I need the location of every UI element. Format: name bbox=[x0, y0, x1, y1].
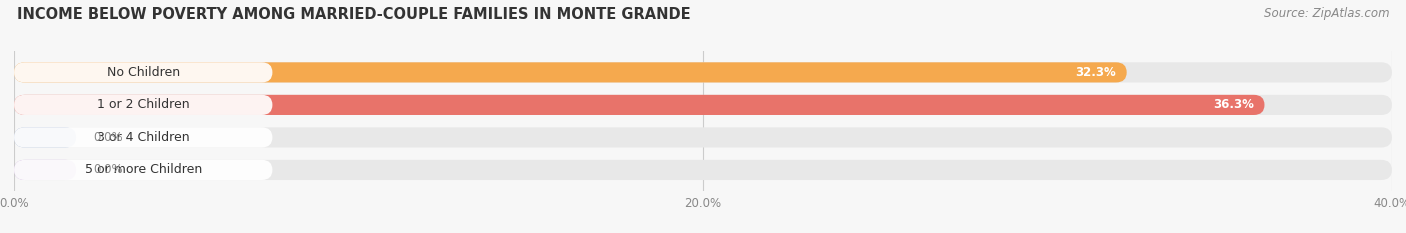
FancyBboxPatch shape bbox=[14, 95, 273, 115]
FancyBboxPatch shape bbox=[14, 95, 1392, 115]
FancyBboxPatch shape bbox=[14, 127, 1392, 147]
FancyBboxPatch shape bbox=[14, 160, 1392, 180]
Text: Source: ZipAtlas.com: Source: ZipAtlas.com bbox=[1264, 7, 1389, 20]
Text: 32.3%: 32.3% bbox=[1076, 66, 1116, 79]
FancyBboxPatch shape bbox=[14, 62, 1126, 82]
FancyBboxPatch shape bbox=[14, 127, 76, 147]
FancyBboxPatch shape bbox=[14, 95, 1264, 115]
FancyBboxPatch shape bbox=[14, 62, 1392, 82]
Text: 3 or 4 Children: 3 or 4 Children bbox=[97, 131, 190, 144]
Text: 0.0%: 0.0% bbox=[93, 131, 122, 144]
FancyBboxPatch shape bbox=[14, 62, 273, 82]
Text: 5 or more Children: 5 or more Children bbox=[84, 163, 202, 176]
Text: INCOME BELOW POVERTY AMONG MARRIED-COUPLE FAMILIES IN MONTE GRANDE: INCOME BELOW POVERTY AMONG MARRIED-COUPL… bbox=[17, 7, 690, 22]
Text: No Children: No Children bbox=[107, 66, 180, 79]
Text: 36.3%: 36.3% bbox=[1213, 98, 1254, 111]
Text: 0.0%: 0.0% bbox=[93, 163, 122, 176]
FancyBboxPatch shape bbox=[14, 127, 273, 147]
FancyBboxPatch shape bbox=[14, 160, 76, 180]
Text: 1 or 2 Children: 1 or 2 Children bbox=[97, 98, 190, 111]
FancyBboxPatch shape bbox=[14, 160, 273, 180]
